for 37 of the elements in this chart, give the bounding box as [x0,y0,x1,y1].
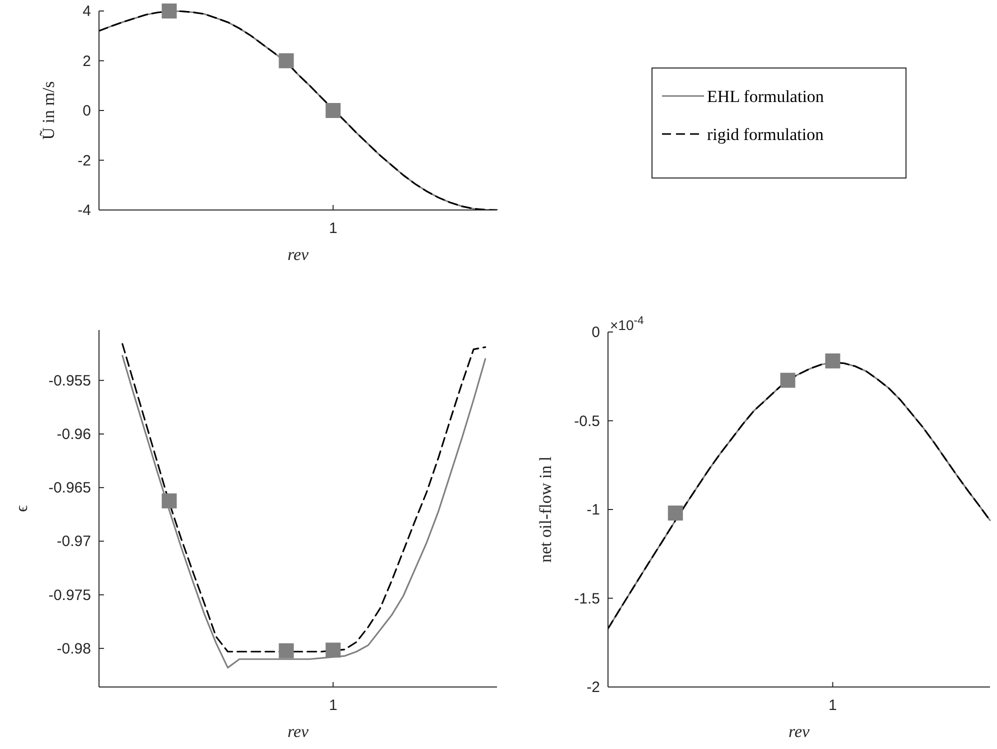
point [162,493,177,508]
point [278,53,294,68]
y-tick-label: 0 [592,324,600,341]
y-tick-label: -0.975 [48,586,91,604]
x-axis-title: rev [788,722,810,741]
y-tick-label: 2 [82,52,91,70]
y-tick-label: 4 [82,3,91,20]
x-tick-label: 1 [328,697,338,714]
y-tick-label: -4 [78,202,91,219]
annotation: ×10$^{-4}$ [610,315,644,333]
x-tick-label: 1 [828,697,837,714]
y-tick-label: -2 [586,679,600,696]
point [278,643,294,658]
point [162,4,177,18]
point [780,372,796,388]
legend-label: rigid formulation [707,125,824,144]
y-tick-label: -0.96 [56,426,91,443]
y-tick-label: 0 [82,102,91,120]
x-tick-label: 1 [328,220,338,237]
legend-label: EHL formulation [707,87,824,106]
y-tick-label: -1.5 [574,590,600,608]
x-axis-title: rev [287,722,309,741]
y-tick-label: -0.5 [574,412,600,430]
point [326,642,341,658]
y-axis-title: ϵ [12,504,31,512]
y-tick-label: -2 [78,152,91,170]
point [668,506,683,521]
point [825,353,840,368]
y-tick-label: -1 [586,502,600,518]
y-tick-label: -0.98 [56,640,91,658]
y-tick-label: -0.965 [48,480,91,497]
y-axis-title: Ũ in m/s [39,81,58,140]
point [326,103,341,118]
x-axis-title: rev [287,245,309,264]
y-tick-label: -0.97 [56,533,91,550]
y-axis-title: net oil-flow in l [536,456,555,563]
y-tick-label: -0.955 [48,372,91,390]
